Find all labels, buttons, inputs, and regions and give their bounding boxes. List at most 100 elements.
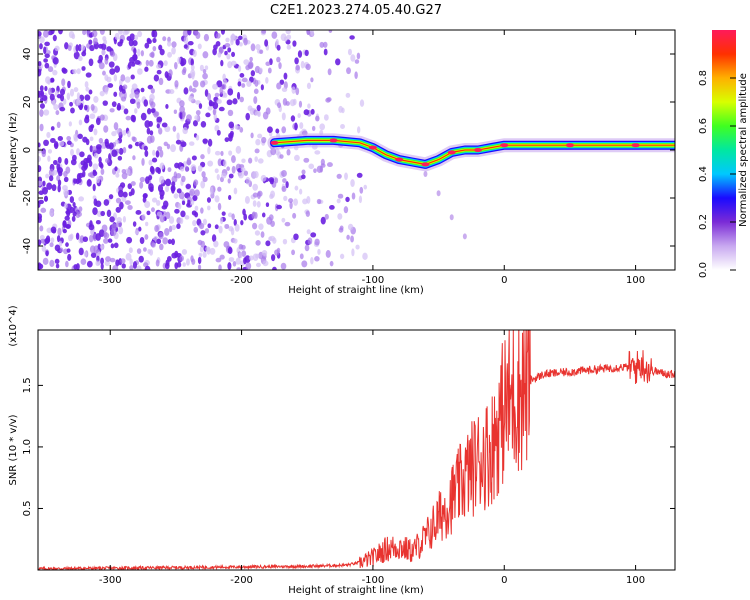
noise-blob: [45, 238, 50, 245]
noise-blob: [152, 37, 157, 44]
noise-blob: [48, 87, 53, 96]
noise-blob: [98, 137, 104, 144]
signal-hotspot: [631, 143, 640, 148]
y-tick-label: 0: [22, 147, 33, 153]
noise-blob: [143, 247, 147, 252]
noise-blob: [113, 242, 119, 249]
noise-blob: [38, 61, 42, 67]
noise-blob: [124, 200, 131, 206]
noise-blob: [292, 212, 297, 219]
noise-blob: [131, 136, 136, 141]
noise-blob: [293, 233, 299, 241]
noise-blob: [243, 59, 250, 66]
noise-blob: [67, 45, 72, 51]
noise-blob: [99, 114, 105, 121]
noise-blob: [171, 238, 175, 246]
noise-blob: [148, 159, 153, 166]
noise-blob: [105, 158, 110, 164]
noise-blob: [98, 43, 104, 49]
noise-blob: [159, 162, 165, 170]
noise-blob: [291, 86, 296, 94]
noise-blob: [343, 206, 349, 214]
noise-blob: [107, 83, 114, 88]
noise-blob: [227, 178, 231, 184]
noise-blob: [278, 62, 282, 70]
noise-blob: [195, 31, 201, 40]
snr-plot-area: [38, 330, 675, 570]
noise-blob: [228, 194, 232, 201]
noise-blob: [304, 244, 310, 252]
noise-blob: [307, 237, 313, 245]
noise-blob: [326, 97, 332, 102]
noise-blob: [359, 99, 365, 107]
noise-blob: [78, 196, 85, 202]
noise-blob: [300, 60, 305, 69]
noise-blob: [358, 195, 363, 204]
noise-blob: [228, 121, 235, 129]
noise-blob: [260, 84, 264, 91]
noise-blob: [47, 66, 54, 73]
noise-blob: [243, 257, 247, 265]
noise-blob: [188, 85, 193, 92]
noise-blob: [239, 42, 243, 47]
noise-blob: [139, 181, 144, 189]
noise-blob: [351, 192, 356, 200]
noise-blob: [130, 181, 136, 186]
x-tick-label: -100: [362, 575, 385, 586]
noise-blob: [266, 216, 273, 225]
noise-blob: [214, 150, 221, 156]
noise-blob: [63, 176, 69, 183]
noise-blob: [258, 67, 263, 74]
noise-blob: [197, 43, 202, 50]
noise-blob: [213, 113, 217, 121]
noise-blob: [103, 238, 109, 244]
noise-blob: [91, 30, 98, 38]
noise-blob: [253, 88, 259, 95]
noise-blob: [73, 264, 78, 270]
noise-blob: [245, 262, 252, 270]
noise-blob: [132, 221, 137, 227]
noise-blob: [339, 253, 345, 260]
noise-blob: [192, 80, 199, 88]
noise-blob: [265, 77, 269, 84]
noise-blob: [81, 66, 86, 71]
noise-blob: [167, 36, 171, 43]
noise-blob: [202, 251, 207, 258]
noise-blob: [252, 192, 259, 198]
noise-blob: [129, 265, 134, 270]
noise-blob: [129, 98, 136, 105]
noise-blob: [294, 122, 298, 131]
noise-blob: [52, 57, 59, 65]
figure-title: C2E1.2023.274.05.40.G27: [270, 3, 442, 18]
noise-blob: [54, 258, 60, 264]
noise-blob: [233, 218, 237, 227]
noise-blob: [176, 261, 182, 268]
noise-blob: [93, 128, 98, 136]
noise-blob: [144, 200, 151, 209]
noise-blob: [194, 189, 200, 197]
noise-blob: [255, 44, 261, 51]
noise-blob: [227, 212, 233, 218]
noise-blob: [230, 38, 234, 46]
noise-blob: [104, 87, 109, 95]
noise-blob: [70, 148, 74, 156]
noise-blob: [181, 200, 186, 206]
noise-blob: [40, 207, 47, 213]
noise-blob: [58, 240, 63, 247]
noise-blob: [231, 165, 236, 174]
noise-blob: [164, 262, 170, 270]
noise-blob: [62, 184, 68, 191]
noise-blob: [93, 95, 99, 103]
noise-blob: [130, 74, 135, 80]
noise-blob: [190, 69, 196, 78]
noise-blob: [156, 238, 162, 245]
noise-blob: [220, 150, 224, 156]
noise-blob: [197, 264, 202, 270]
noise-blob: [61, 67, 67, 73]
noise-blob: [195, 134, 200, 141]
signal-band: [273, 139, 675, 165]
noise-blob: [224, 137, 230, 143]
noise-blob: [66, 136, 72, 141]
noise-blob: [75, 232, 80, 240]
noise-blob: [323, 41, 328, 48]
